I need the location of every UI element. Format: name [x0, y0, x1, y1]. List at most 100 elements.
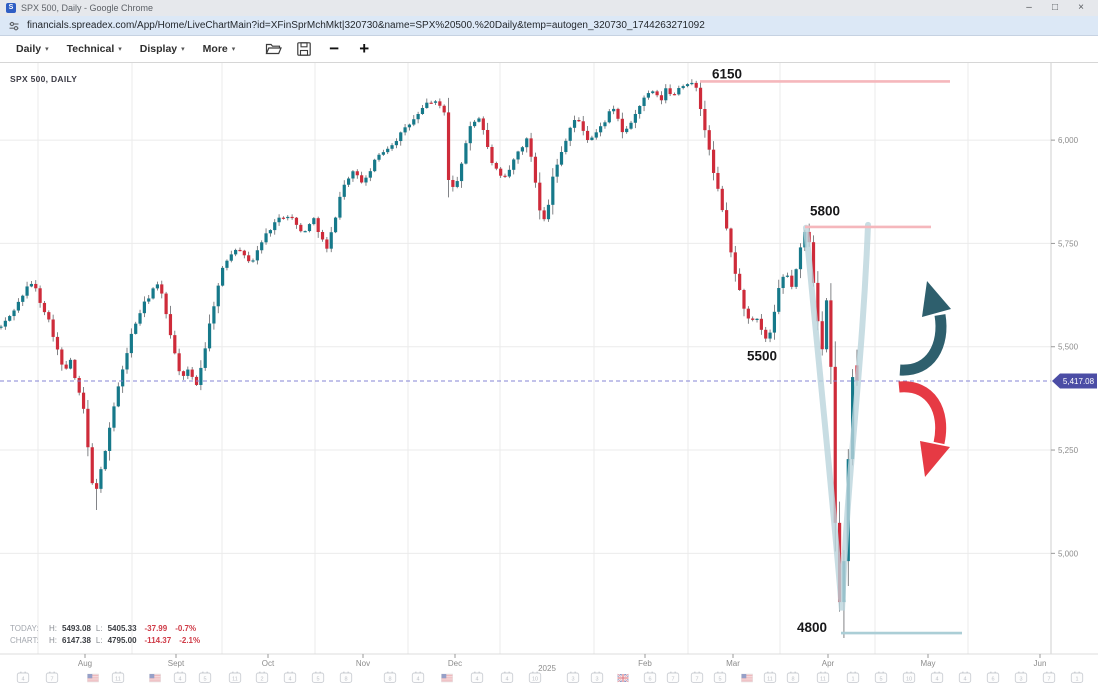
- calendar-event-icon[interactable]: 1: [1070, 671, 1084, 683]
- calendar-event-icon[interactable]: 7: [690, 671, 704, 683]
- chart-area[interactable]: 6150 5800 5500 4800 6,000 5,750 5,500 5,250 5,00…: [0, 63, 1098, 688]
- today-low-value: 5405.33: [107, 624, 137, 633]
- open-folder-button[interactable]: [261, 39, 286, 59]
- calendar-event-icon[interactable]: 8: [339, 671, 353, 683]
- chart-change: -114.37: [144, 636, 172, 645]
- x-axis[interactable]: Aug Sept Oct Nov Dec Feb Mar Apr May Jun 2025: [78, 654, 1047, 673]
- x-tick-label: Dec: [448, 659, 462, 668]
- y-axis[interactable]: 6,000 5,750 5,500 5,250 5,000: [1051, 136, 1079, 558]
- year-label: 2025: [538, 664, 556, 673]
- zoom-out-button[interactable]: −: [322, 40, 346, 57]
- calendar-event-icon[interactable]: 8: [786, 671, 800, 683]
- svg-text:11: 11: [820, 676, 826, 682]
- calendar-event-icon[interactable]: 4: [958, 671, 972, 683]
- calendar-event-icon[interactable]: 4: [500, 671, 514, 683]
- x-tick-label: Feb: [638, 659, 652, 668]
- site-settings-icon[interactable]: [8, 20, 20, 32]
- calendar-event-icon[interactable]: 10: [902, 671, 916, 683]
- today-change: -37.99: [144, 624, 168, 633]
- svg-text:6: 6: [991, 676, 994, 682]
- svg-text:7: 7: [695, 676, 698, 682]
- calendar-event-icon[interactable]: 3: [1014, 671, 1028, 683]
- chart-low-key: L:: [95, 636, 103, 645]
- level-lines: [700, 80, 962, 635]
- today-change-pct: -0.7%: [175, 624, 197, 633]
- calendar-event-icon[interactable]: 4: [470, 671, 484, 683]
- svg-text:8: 8: [388, 676, 391, 682]
- save-button[interactable]: [292, 39, 316, 59]
- menu-display[interactable]: Display ▾: [134, 39, 191, 59]
- svg-text:4: 4: [288, 676, 291, 682]
- url-bar[interactable]: financials.spreadex.com/App/Home/LiveCha…: [0, 16, 1098, 36]
- menu-more[interactable]: More ▾: [197, 39, 242, 59]
- calendar-event-icon[interactable]: 11: [111, 671, 125, 683]
- us-flag-icon[interactable]: [149, 673, 161, 683]
- calendar-event-icon[interactable]: 3: [566, 671, 580, 683]
- today-label: TODAY:: [10, 624, 39, 633]
- url-text[interactable]: financials.spreadex.com/App/Home/LiveCha…: [27, 20, 705, 31]
- chart-summary: TODAY: H: 5493.08 L: 5405.33 -37.99 -0.7…: [10, 623, 200, 647]
- calendar-event-icon[interactable]: 4: [283, 671, 297, 683]
- y-tick-label: 5,500: [1058, 343, 1079, 352]
- calendar-event-icon[interactable]: 5: [713, 671, 727, 683]
- restore-button[interactable]: □: [1051, 2, 1059, 13]
- x-tick-label: Aug: [78, 659, 92, 668]
- calendar-event-icon[interactable]: 4: [173, 671, 187, 683]
- x-tick-label: May: [920, 659, 935, 668]
- y-tick-label: 5,000: [1058, 549, 1079, 558]
- calendar-event-icon[interactable]: 6: [643, 671, 657, 683]
- calendar-event-icon[interactable]: 3: [590, 671, 604, 683]
- calendar-event-icon[interactable]: 8: [383, 671, 397, 683]
- calendar-event-icon[interactable]: 5: [198, 671, 212, 683]
- menu-more-label: More: [202, 43, 228, 55]
- us-flag-icon[interactable]: [741, 673, 753, 683]
- calendar-event-icon[interactable]: 4: [16, 671, 30, 683]
- svg-text:5,417.08: 5,417.08: [1063, 377, 1095, 386]
- level-label-6150: 6150: [712, 67, 742, 82]
- calendar-event-icon[interactable]: 10: [528, 671, 542, 683]
- calendar-event-icon[interactable]: 4: [411, 671, 425, 683]
- svg-text:1: 1: [851, 676, 854, 682]
- x-tick-label: Sept: [168, 659, 185, 668]
- calendar-event-icon[interactable]: 11: [763, 671, 777, 683]
- us-flag-icon[interactable]: [87, 673, 99, 683]
- window-titlebar[interactable]: S SPX 500, Daily - Google Chrome – □ ×: [0, 0, 1098, 16]
- open-folder-icon: [265, 43, 283, 55]
- current-price-badge: 5,417.08: [1052, 373, 1097, 389]
- svg-text:10: 10: [906, 676, 912, 682]
- calendar-event-icon[interactable]: 7: [666, 671, 680, 683]
- price-chart[interactable]: 6150 5800 5500 4800 6,000 5,750 5,500 5,250 5,00…: [0, 63, 1098, 688]
- calendar-event-icon[interactable]: 6: [986, 671, 1000, 683]
- save-icon: [297, 42, 312, 56]
- menu-daily[interactable]: Daily ▾: [10, 39, 55, 59]
- level-label-4800: 4800: [797, 620, 827, 635]
- calendar-event-icon[interactable]: 11: [228, 671, 242, 683]
- svg-text:8: 8: [791, 676, 794, 682]
- svg-text:11: 11: [767, 676, 773, 682]
- svg-text:3: 3: [1019, 676, 1022, 682]
- uk-flag-icon[interactable]: [616, 673, 630, 683]
- calendar-event-icon[interactable]: 11: [816, 671, 830, 683]
- calendar-event-icon[interactable]: 7: [45, 671, 59, 683]
- calendar-event-icon[interactable]: 1: [846, 671, 860, 683]
- us-flag-icon[interactable]: [441, 673, 453, 683]
- svg-text:4: 4: [178, 676, 181, 682]
- svg-text:2: 2: [260, 676, 263, 682]
- x-tick-label: Jun: [1034, 659, 1047, 668]
- symbol-label: SPX 500, DAILY: [10, 74, 77, 84]
- calendar-event-icon[interactable]: 7: [1042, 671, 1056, 683]
- y-tick-label: 5,250: [1058, 446, 1079, 455]
- calendar-event-icon[interactable]: 2: [255, 671, 269, 683]
- zoom-in-button[interactable]: +: [352, 40, 376, 57]
- svg-text:4: 4: [475, 676, 478, 682]
- calendar-event-icon[interactable]: 5: [311, 671, 325, 683]
- menu-technical-label: Technical: [66, 43, 115, 55]
- svg-text:5: 5: [203, 676, 206, 682]
- x-tick-label: Apr: [822, 659, 835, 668]
- calendar-event-icon[interactable]: 5: [874, 671, 888, 683]
- menu-technical[interactable]: Technical ▾: [61, 39, 128, 59]
- minimize-button[interactable]: –: [1026, 2, 1032, 13]
- close-button[interactable]: ×: [1078, 2, 1084, 13]
- calendar-event-icon[interactable]: 4: [930, 671, 944, 683]
- level-label-5500: 5500: [747, 348, 777, 363]
